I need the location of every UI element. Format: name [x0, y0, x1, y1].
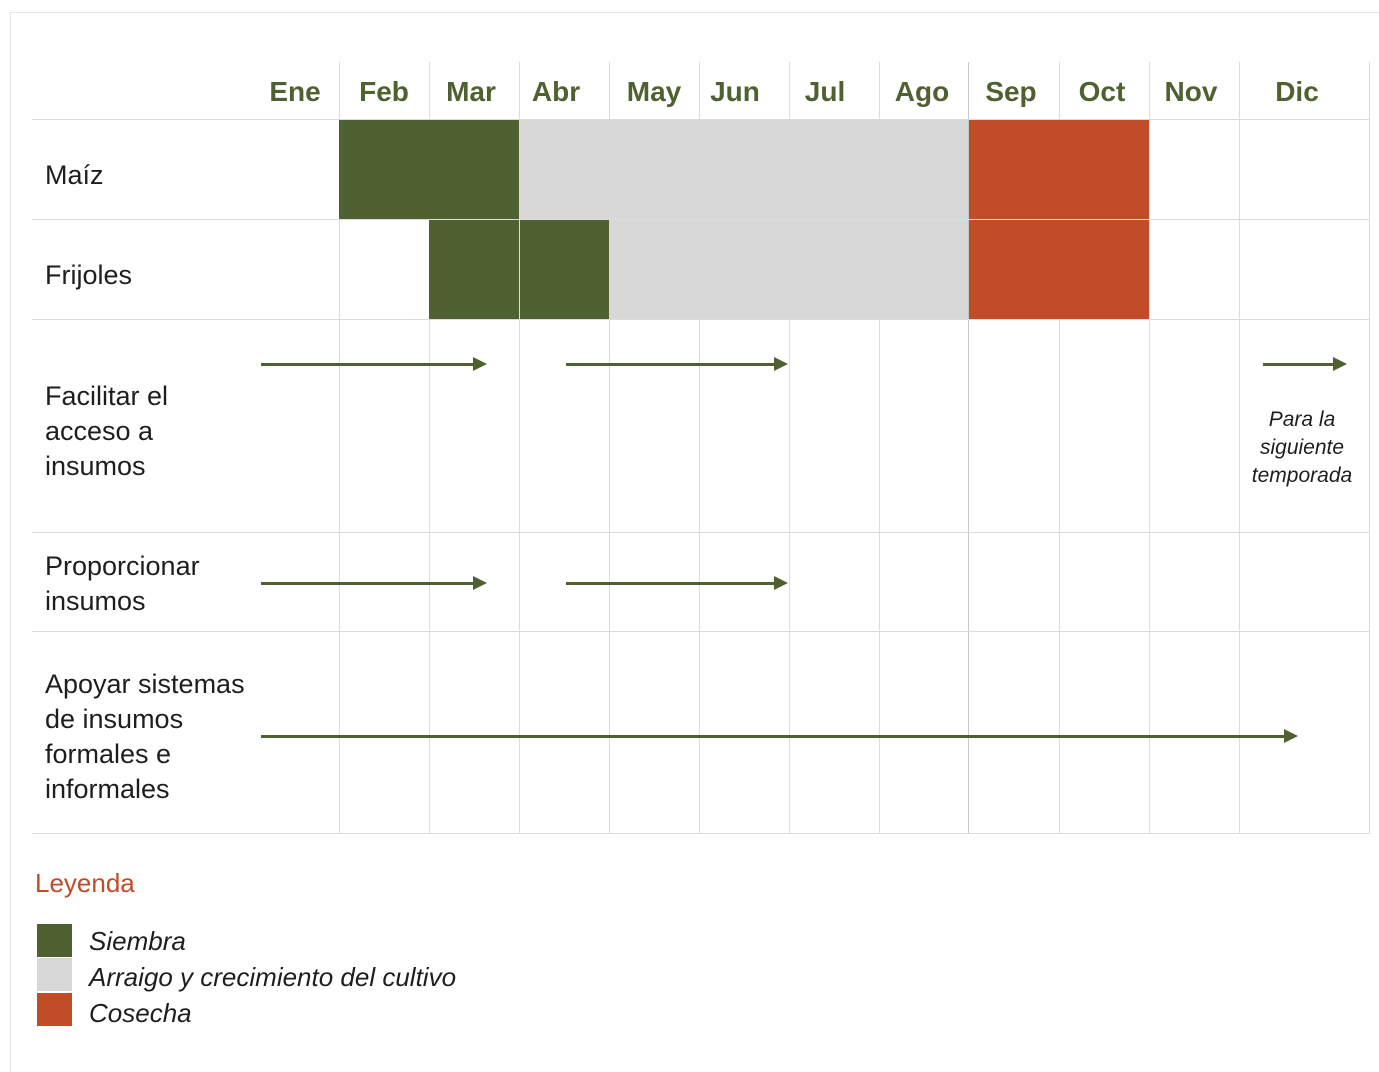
- grid-vline: [429, 62, 430, 120]
- month-nov: Nov: [1164, 76, 1218, 107]
- frijoles-crecimiento-block: [609, 220, 969, 320]
- grid-vline: [609, 62, 610, 120]
- arrow-facilitar-2: [566, 354, 788, 374]
- legend-swatch-cosecha: [37, 993, 72, 1026]
- chart-frame: [10, 12, 1379, 1072]
- arrow-proporcionar-1: [261, 573, 487, 593]
- month-may: May: [626, 76, 682, 107]
- grid-vline: [1239, 62, 1240, 834]
- row-label-proporcionar: Proporcionar insumos: [45, 551, 200, 616]
- maiz-siembra-block: [339, 120, 519, 220]
- month-sep: Sep: [985, 76, 1037, 107]
- legend-label-cosecha: Cosecha: [89, 998, 192, 1028]
- grid-vline: [1149, 62, 1150, 834]
- arrow-facilitar-3: [1263, 354, 1347, 374]
- month-ene: Ene: [269, 76, 321, 107]
- grid-vline: [339, 220, 340, 834]
- legend-swatch-crecimiento: [37, 958, 72, 991]
- month-jun: Jun: [710, 76, 760, 107]
- grid-vline: [968, 62, 969, 834]
- grid-vline: [1059, 320, 1060, 834]
- grid-vline: [609, 320, 610, 834]
- month-dic: Dic: [1275, 76, 1319, 107]
- month-mar: Mar: [446, 76, 496, 107]
- grid-vline: [789, 320, 790, 834]
- grid-hline: [32, 319, 1370, 320]
- grid-vline: [1369, 62, 1370, 834]
- grid-hline: [32, 833, 1370, 834]
- grid-vline: [699, 320, 700, 834]
- grid-hline: [32, 631, 1370, 632]
- month-abr: Abr: [531, 76, 581, 107]
- arrow-facilitar-1: [261, 354, 487, 374]
- month-jul: Jul: [804, 76, 846, 107]
- legend-title: Leyenda: [35, 868, 135, 898]
- grid-vline: [879, 320, 880, 834]
- grid-vline: [339, 62, 340, 120]
- cosecha-block: [969, 120, 1149, 320]
- grid-vline: [519, 62, 520, 834]
- grid-hline: [32, 219, 1370, 220]
- grid-vline: [879, 62, 880, 120]
- month-feb: Feb: [359, 76, 409, 107]
- legend-label-crecimiento: Arraigo y crecimiento del cultivo: [89, 962, 457, 992]
- row-label-facilitar: Facilitar el acceso a insumos: [45, 381, 169, 481]
- row-label-frijoles: Frijoles: [45, 260, 133, 290]
- arrow-apoyar: [261, 726, 1298, 746]
- arrow-proporcionar-2: [566, 573, 788, 593]
- grid-vline: [789, 62, 790, 120]
- maiz-crecimiento-block: [519, 120, 969, 220]
- grid-vline: [429, 320, 430, 834]
- legend-label-siembra: Siembra: [89, 926, 186, 956]
- grid-vline: [699, 62, 700, 120]
- note-next-season: Para la siguiente temporada: [1251, 408, 1353, 487]
- month-oct: Oct: [1078, 76, 1126, 107]
- grid-vline: [1059, 62, 1060, 120]
- month-ago: Ago: [894, 76, 950, 107]
- row-label-apoyar: Apoyar sistemas de insumos formales e in…: [45, 669, 245, 804]
- grid-hline: [32, 119, 1370, 120]
- row-label-maiz: Maíz: [45, 160, 104, 190]
- legend-swatch-siembra: [37, 924, 72, 957]
- grid-hline: [32, 532, 1370, 533]
